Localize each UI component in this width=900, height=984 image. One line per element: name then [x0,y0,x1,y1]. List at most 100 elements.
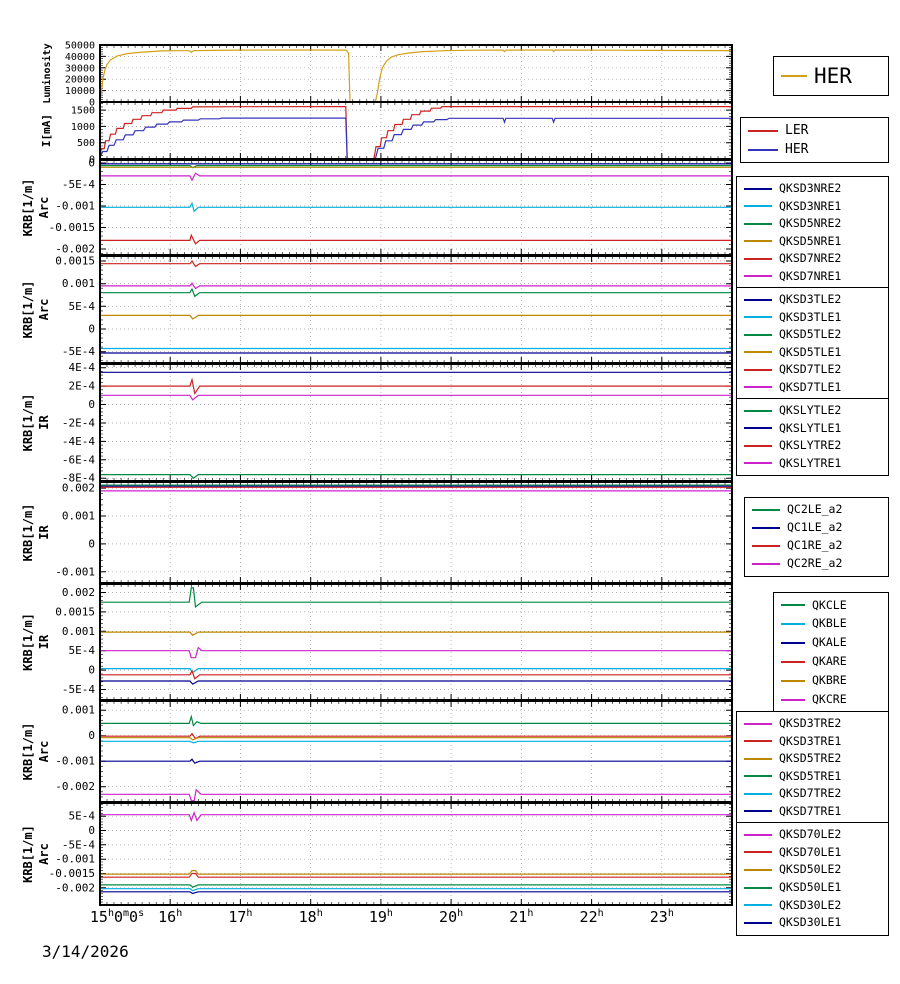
y-tick-label: 0 [88,664,95,677]
series-QKSD30LE1 [100,891,732,895]
major-ticks [99,102,732,160]
x-tick-label: 22h [580,908,604,926]
legend-label: QKSD50LE2 [779,862,842,877]
y-tick-label: -0.002 [55,243,95,256]
panel-current: 1500 1000 500 0 I[mA] [40,101,733,166]
y-tick-label: 5E-4 [69,300,96,313]
series-QKSD3TRE1 [100,732,732,740]
legend-swatch-line [744,386,772,389]
legend-swatch-line [744,757,772,760]
x-tick-label: 16h [158,908,182,926]
y-axis-label: IR [37,415,51,430]
legend-swatch-line [744,792,772,795]
legend-label: QKSD5TRE1 [779,768,842,783]
legend-box-her-main: HER [773,56,889,96]
legend-swatch-line [781,679,805,682]
series-QKSD30LE2 [100,888,732,892]
legend-label: HER [814,63,852,88]
minor-ticks [99,102,733,160]
legend-entry: QKSD70LE2 [737,829,888,841]
series-QKSD5TRE2 [100,737,732,741]
y-tick-label: 5E-4 [69,810,96,823]
legend-entry: QKSLYTRE1 [737,457,888,470]
legend-entry: HER [774,63,888,88]
x-tick-label: 21h [509,908,533,926]
y-tick-label: 0.002 [62,482,95,495]
x-tick-label: 18h [299,908,323,926]
series-QKBRE [100,631,732,636]
legend-entry: QKSLYTLE1 [737,422,888,435]
legend-label: QKSD50LE1 [779,880,842,895]
legend-swatch-line [781,660,805,663]
legend-entry: QKSD5TLE1 [737,346,888,359]
legend-swatch-line [744,810,772,813]
y-tick-label: 0.001 [62,625,95,638]
grid-lines [100,364,732,481]
legend-box-ir-qc: QC2LE_a2 QC1LE_a2 QC1RE_a2 QC2RE_a2 [744,497,889,577]
legend-swatch-line [781,623,805,626]
y-tick-label: -0.001 [55,200,95,213]
y-tick-label: -0.0015 [49,221,95,234]
legend-entry: QKCLE [774,599,888,612]
legend-label: QC2LE_a2 [787,502,843,517]
series-QKSD5TRE1 [100,714,732,727]
grid-lines [100,256,732,363]
y-tick-label: -5E-4 [62,838,95,851]
legend-label: QKSD7NRE1 [779,268,842,283]
panel-frame [99,44,733,103]
legend-swatch-line [744,240,772,243]
legend-label: QKSD7TLE1 [779,379,842,394]
legend-swatch-line [781,698,805,701]
y-tick-label: 0 [88,157,95,170]
y-tick-label: 0.001 [62,704,95,717]
y-tick-label: -0.001 [55,853,95,866]
y-tick-label: -5E-4 [62,178,95,191]
legend-box-ir-qksly: QKSLYTLE2 QKSLYTLE1 QKSLYTRE2 QKSLYTRE1 [736,398,889,476]
y-axis-label: Arc [37,197,51,219]
legend-entry: QKSD3TRE2 [737,717,888,730]
y-axis-label: Luminosity [41,43,53,103]
legend-label: QKSLYTRE2 [779,438,842,452]
y-tick-label: 4E-4 [69,361,96,374]
series-QKSD7NRE2 [100,233,732,245]
legend-entry: QKSD5TLE2 [737,328,888,341]
legend-label: QKSD3TRE1 [779,733,842,748]
legend-label: QKCRE [812,691,847,706]
panel-ir-qk: 0.002 0.0015 0.001 5E-4 0 -5E-4 KRB[1/m] IR [21,583,733,701]
legend-swatch-line [752,545,780,547]
y-axis-label: KRB[1/m] [21,613,35,671]
legend-entry: QKSD7TRE1 [737,805,888,818]
legend-label: QKSLYTLE2 [779,403,842,417]
legend-entry: QKALE [774,637,888,649]
y-tick-label: 500 [77,138,95,149]
legend-swatch-line [744,904,772,907]
y-tick-label: 0 [89,155,95,166]
legend-entry: LER [741,124,888,137]
legend-swatch-line [744,409,772,412]
legend-swatch-line [744,851,772,854]
legend-swatch-line [748,129,778,132]
legend-box-ir-qk: QKCLE QKBLE QKALE QKARE QKBRE QKCRE [773,592,889,713]
series-QKBLE [100,667,732,674]
legend-swatch-line [744,722,772,725]
legend-box-arc-ole: QKSD70LE2 QKSD70LE1 QKSD50LE2 QKSD50LE1 QKSD… [736,822,889,936]
series-QKSD70LE1 [100,872,732,878]
panel-arc-ole: 5E-40-5E-4 -0.001-0.0015-0.002 KRB[1/m] Arc [21,802,733,906]
series-HER [100,117,732,159]
legend-entry: QKSD5TRE1 [737,768,888,783]
legend-entry: QKSD50LE1 [737,882,888,894]
x-tick-label: 17h [228,908,252,926]
legend-label: QKARE [812,654,847,669]
legend-swatch-line [752,509,780,511]
y-tick-label: -0.002 [55,881,95,894]
series-QKSD50LE1 [100,884,732,888]
series-QKALE [100,680,732,685]
y-axis-label: Arc [37,741,51,763]
legend-entry: QKSD70LE1 [737,846,888,859]
legend-swatch-line [744,444,772,447]
y-tick-label: 0 [88,537,95,550]
legend-entry: QC2LE_a2 [745,504,888,516]
panel-ir-qc: 0.002 0.001 0 -0.001 KRB[1/m] IR [21,481,733,584]
legend-entry: HER [741,143,888,156]
